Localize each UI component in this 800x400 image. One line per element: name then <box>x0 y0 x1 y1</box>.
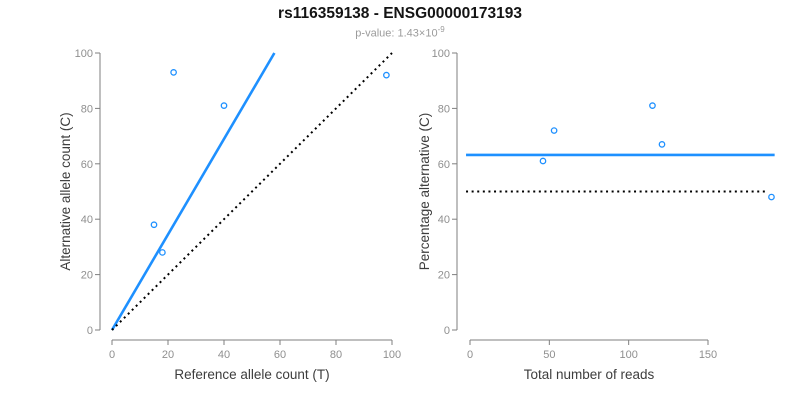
y-axis-title: Percentage alternative (C) <box>417 113 432 271</box>
x-tick-label: 50 <box>543 349 555 361</box>
y-tick-label: 0 <box>87 325 93 337</box>
data-point <box>768 193 775 201</box>
data-point <box>159 249 166 256</box>
x-tick-label: 100 <box>619 349 637 361</box>
x-tick-label: 150 <box>699 349 717 361</box>
y-axis-title: Alternative allele count (C) <box>58 112 73 270</box>
y-tick-label: 80 <box>81 103 93 115</box>
y-tick-label: 80 <box>438 103 450 115</box>
plot-subtitle: p-value: 1.43×10-9 <box>0 25 800 40</box>
y-tick-label: 40 <box>81 214 93 226</box>
panel-percentage-vs-reads: 0 20 40 60 80 100 0 50 100 150 Total number of rea… <box>417 48 775 382</box>
data-point <box>550 127 558 134</box>
x-tick-label: 0 <box>109 349 115 361</box>
x-tick-label: 100 <box>383 349 401 361</box>
x-tick-label: 60 <box>274 349 286 361</box>
x-tick-label: 40 <box>218 349 230 361</box>
x-axis-title: Reference allele count (T) <box>174 367 329 382</box>
y-tick-label: 0 <box>444 325 450 337</box>
pvalue-label: p-value: <box>355 27 395 40</box>
y-tick-label: 20 <box>81 270 93 282</box>
y-tick-label: 40 <box>438 214 450 226</box>
data-point <box>539 157 547 165</box>
plot-title: rs116359138 - ENSG00000173193 <box>278 5 522 22</box>
y-tick-label: 100 <box>75 48 93 60</box>
x-tick-label: 20 <box>162 349 174 361</box>
panel-allele-counts: 0 20 40 60 80 100 0 20 40 60 80 100 Reference allele… <box>58 48 401 382</box>
y-tick-label: 20 <box>438 270 450 282</box>
data-point <box>649 102 656 109</box>
pvalue-exponent: -9 <box>437 25 445 34</box>
fit-line <box>110 52 276 331</box>
y-tick-label: 100 <box>432 48 450 60</box>
x-tick-label: 80 <box>330 349 342 361</box>
y-tick-label: 60 <box>438 159 450 171</box>
y-tick-label: 60 <box>81 159 93 171</box>
data-point <box>383 71 390 79</box>
data-point <box>150 221 158 229</box>
data-point <box>658 141 666 148</box>
pvalue-mantissa: 1.43×10 <box>397 27 438 40</box>
data-point <box>220 102 228 109</box>
x-axis-title: Total number of reads <box>524 367 655 382</box>
data-point <box>170 69 177 76</box>
x-tick-label: 0 <box>467 349 473 361</box>
identity-line <box>111 52 393 331</box>
